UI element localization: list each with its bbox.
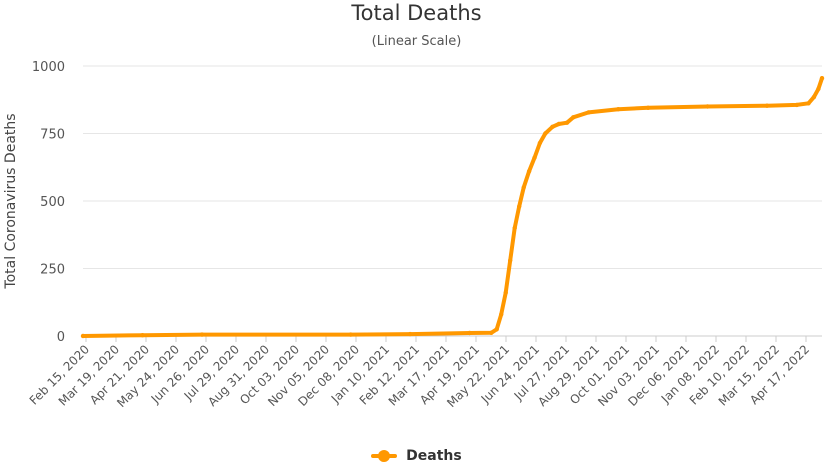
data-point[interactable] <box>794 102 799 108</box>
gridlines <box>83 65 822 337</box>
data-point[interactable] <box>521 185 526 190</box>
data-point[interactable] <box>764 103 770 108</box>
data-point[interactable] <box>556 121 561 127</box>
data-point[interactable] <box>494 327 499 332</box>
legend-line-marker-icon <box>371 450 398 462</box>
y-tick-label: 500 <box>40 195 65 210</box>
data-point[interactable] <box>811 94 817 100</box>
y-tick-label: 1000 <box>32 60 65 75</box>
data-point[interactable] <box>508 258 513 263</box>
series-layer <box>80 76 825 339</box>
data-point[interactable] <box>586 110 591 115</box>
data-point[interactable] <box>816 86 821 92</box>
data-point[interactable] <box>348 332 353 337</box>
data-point[interactable] <box>467 330 472 336</box>
data-point[interactable] <box>80 333 86 339</box>
chart-title: Total Deaths <box>351 1 482 25</box>
data-point[interactable] <box>489 330 494 335</box>
series-line-deaths[interactable] <box>81 76 824 338</box>
chart-subtitle: (Linear Scale) <box>371 34 462 49</box>
data-point[interactable] <box>705 104 710 109</box>
y-tick-label: 750 <box>40 128 65 143</box>
data-point[interactable] <box>407 331 413 337</box>
data-point[interactable] <box>543 131 548 136</box>
legend-item-deaths[interactable]: Deaths <box>406 448 462 464</box>
y-tick-label: 0 <box>57 330 65 345</box>
data-point[interactable] <box>503 290 508 295</box>
data-point[interactable] <box>532 155 537 160</box>
data-point[interactable] <box>537 140 543 146</box>
data-point[interactable] <box>526 169 532 174</box>
data-point[interactable] <box>564 120 570 125</box>
data-point[interactable] <box>499 312 504 317</box>
data-point[interactable] <box>819 76 825 81</box>
y-axis-label-wrap: Total Coronavirus Deaths <box>3 113 19 288</box>
data-point[interactable] <box>140 333 145 338</box>
y-axis-tick-labels: 0 250 500 750 1000 <box>32 60 65 345</box>
data-point[interactable] <box>199 332 205 337</box>
data-point[interactable] <box>571 115 576 120</box>
legend[interactable]: Deaths <box>0 448 833 464</box>
data-point[interactable] <box>616 107 621 112</box>
data-point[interactable] <box>512 225 517 231</box>
y-axis-label: Total Coronavirus Deaths <box>3 113 19 289</box>
data-point[interactable] <box>645 105 651 111</box>
data-point[interactable] <box>517 204 522 209</box>
data-point[interactable] <box>550 124 555 129</box>
y-tick-label: 250 <box>40 263 65 278</box>
data-point[interactable] <box>806 101 811 106</box>
